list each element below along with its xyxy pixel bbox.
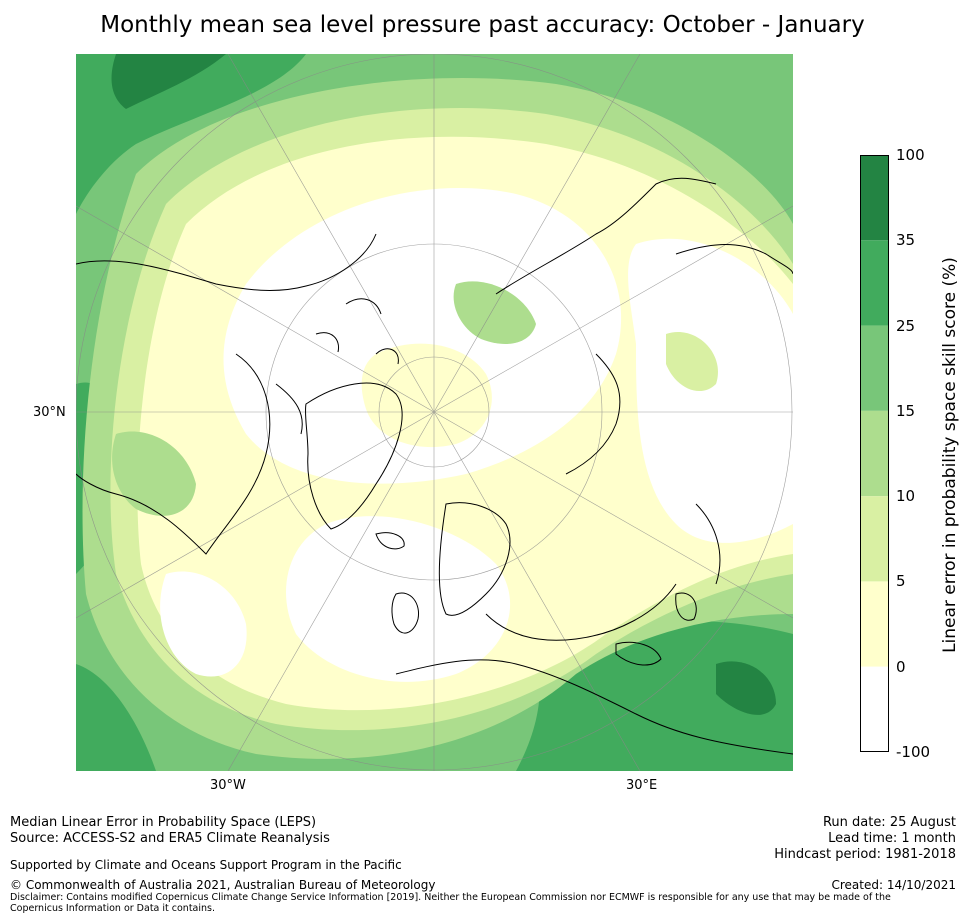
colorbar-tick-label: 15	[896, 401, 916, 420]
lat-label-30n: 30°N	[33, 405, 66, 420]
footer-created: Created: 14/10/2021	[831, 878, 956, 892]
coast-canada-arctic	[315, 298, 399, 365]
colorbar-tick-label: 35	[896, 231, 916, 250]
dark-green-bottomright	[716, 661, 776, 715]
colorbar-title: Linear error in probability space skill …	[940, 257, 960, 653]
white-region-north	[223, 188, 622, 484]
colorbar	[860, 155, 889, 752]
colorbar-tick-label: 25	[896, 316, 916, 335]
coast-greenland	[304, 382, 403, 530]
colorbar-tick-label: 10	[896, 487, 916, 506]
coast-siberia	[495, 177, 793, 295]
polar-map[interactable]	[76, 54, 793, 771]
coast-black-caspian	[615, 592, 697, 666]
colorbar-swatch-1	[860, 240, 889, 326]
white-region-southwest	[160, 571, 247, 677]
colorbar-swatch-5	[860, 581, 889, 667]
coast-europe	[395, 583, 793, 755]
page-title: Monthly mean sea level pressure past acc…	[100, 12, 865, 38]
coast-iceland	[375, 532, 405, 550]
footer-run-date: Run date: 25 August	[822, 815, 956, 830]
green-patch-southwest	[112, 431, 196, 516]
green-patch-center	[453, 281, 536, 344]
footer-support: Supported by Climate and Oceans Support …	[10, 858, 402, 872]
footer-copyright: © Commonwealth of Australia 2021, Austra…	[10, 878, 436, 892]
coast-uk	[391, 592, 420, 634]
yellow-patch-center	[361, 343, 492, 448]
footer-source: Source: ACCESS-S2 and ERA5 Climate Reana…	[10, 831, 330, 846]
colorbar-swatch-2	[860, 325, 889, 411]
coastlines	[76, 177, 793, 755]
coast-north-america	[76, 233, 377, 555]
colorbar-swatch-6	[860, 666, 889, 752]
colorbar-frame	[860, 155, 889, 752]
coast-scandinavia	[438, 502, 511, 616]
colorbar-swatches	[860, 155, 889, 752]
green-region-bottomleft	[76, 664, 156, 771]
map-canvas	[76, 54, 793, 771]
footer-lead-time: Lead time: 1 month	[828, 831, 956, 846]
colorbar-swatch-3	[860, 410, 889, 497]
colorbar-tick-label: 0	[896, 657, 906, 676]
green-patch-east	[666, 332, 718, 392]
footer-method: Median Linear Error in Probability Space…	[10, 815, 317, 830]
colorbar-tick-label: 5	[896, 572, 906, 591]
white-region-south	[286, 516, 511, 682]
footer-hindcast: Hindcast period: 1981-2018	[774, 847, 956, 862]
lon-label-30e: 30°E	[626, 778, 658, 793]
colorbar-tick-label: -100	[896, 743, 931, 761]
coast-central-asia	[565, 353, 721, 585]
colorbar-swatch-4	[860, 496, 889, 582]
graticule	[76, 54, 793, 771]
colorbar-tick-label: 100	[896, 146, 925, 164]
lon-label-30w: 30°W	[210, 778, 246, 793]
footer-disclaimer: Disclaimer: Contains modified Copernicus…	[10, 892, 891, 914]
white-region-east	[628, 238, 793, 543]
colorbar-swatch-0	[860, 155, 889, 241]
dark-green-topleft	[111, 54, 226, 109]
